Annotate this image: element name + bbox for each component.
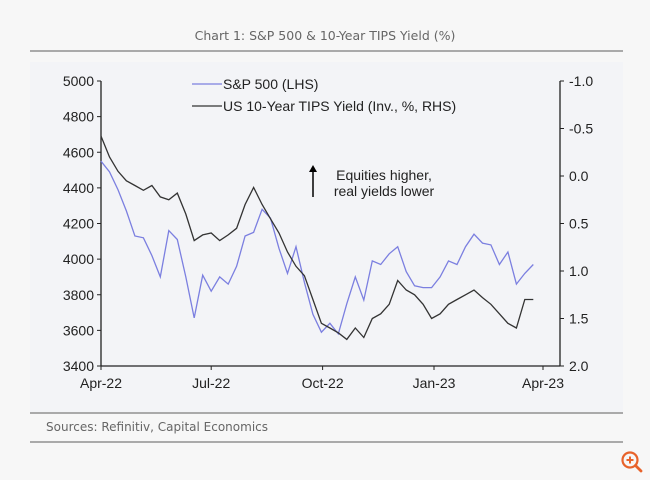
- x-tick-label: Jul-22: [192, 375, 230, 391]
- chart-panel: 3400 3600 3800 4000 4200 4400 4600 4800 5000 2.0 1…: [30, 62, 623, 412]
- chart-title: Chart 1: S&P 500 & 10-Year TIPS Yield (%…: [194, 28, 456, 43]
- annotation-line-1: Equities higher,: [336, 167, 432, 183]
- source-divider-bottom: [30, 441, 623, 443]
- left-tick-label: 4800: [63, 109, 94, 125]
- zoom-in-icon[interactable]: [620, 450, 644, 479]
- legend-label: S&P 500 (LHS): [223, 76, 318, 92]
- x-tick-label: Oct-22: [302, 375, 344, 391]
- right-tick-label: -1.0: [569, 73, 593, 89]
- right-tick-label: -0.5: [569, 121, 593, 137]
- left-tick-label: 4400: [63, 180, 94, 196]
- left-tick-label: 3800: [63, 287, 94, 303]
- left-tick-label: 4600: [63, 144, 94, 160]
- left-tick-label: 3600: [63, 322, 94, 338]
- chart-svg: 3400 3600 3800 4000 4200 4400 4600 4800 5000 2.0 1…: [63, 73, 593, 391]
- series-line-tips-yield: [100, 135, 534, 341]
- right-tick-label: 0.0: [569, 168, 589, 184]
- x-tick-label: Jan-23: [413, 375, 456, 391]
- annotation-line-2: real yields lower: [334, 183, 435, 199]
- right-tick-label: 2.0: [569, 358, 589, 374]
- sources-text: Sources: Refinitiv, Capital Economics: [46, 420, 269, 434]
- series-line-sp500: [100, 160, 534, 336]
- right-tick-label: 0.5: [569, 216, 589, 232]
- annotation-arrowhead: [309, 165, 317, 172]
- left-tick-label: 4200: [63, 216, 94, 232]
- title-divider: [30, 50, 623, 52]
- right-tick-label: 1.0: [569, 263, 589, 279]
- left-tick-label: 3400: [63, 358, 94, 374]
- x-tick-label: Apr-22: [80, 375, 122, 391]
- source-divider-top: [30, 412, 623, 414]
- right-tick-label: 1.5: [569, 311, 589, 327]
- x-tick-label: Apr-23: [522, 375, 564, 391]
- left-tick-label: 5000: [63, 73, 94, 89]
- legend-label: US 10-Year TIPS Yield (Inv., %, RHS): [223, 98, 456, 114]
- left-tick-label: 4000: [63, 251, 94, 267]
